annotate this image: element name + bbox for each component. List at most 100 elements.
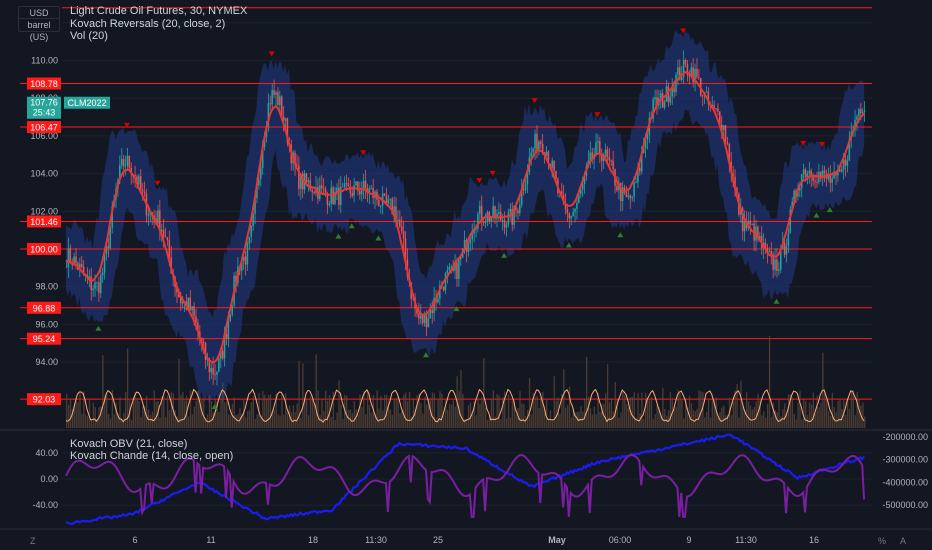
volume-bar	[403, 394, 405, 428]
candle	[513, 206, 515, 225]
volume-bar	[370, 412, 373, 428]
candle	[229, 314, 232, 321]
candle	[479, 205, 481, 214]
volume-bar	[180, 394, 182, 428]
candle	[555, 171, 557, 180]
volume-bar	[784, 403, 786, 428]
volume-bar	[490, 398, 493, 428]
zoom-toggle-button[interactable]: Z	[30, 536, 36, 546]
indicator-legend-kovach-chande[interactable]: Kovach Chande (14, close, open)	[70, 450, 233, 462]
candle	[661, 93, 664, 108]
volume-bar	[498, 395, 500, 428]
candle	[477, 213, 479, 229]
candle	[126, 155, 129, 166]
level-tag-label: 101.46	[30, 217, 58, 227]
volume-bar	[789, 394, 792, 428]
volume-bar	[437, 398, 439, 428]
candle	[221, 350, 224, 359]
volume-bar	[155, 401, 157, 428]
volume-bar	[818, 407, 820, 428]
volume-bar	[307, 415, 310, 428]
volume-bar	[216, 401, 218, 428]
candle	[749, 220, 752, 225]
auto-scale-button[interactable]: A	[900, 536, 907, 546]
volume-bar	[795, 419, 797, 428]
volume-bar	[496, 394, 498, 428]
candle	[336, 187, 338, 193]
candle	[606, 149, 609, 157]
volume-bar	[334, 419, 336, 428]
indicator-legend-kovach-reversals[interactable]: Kovach Reversals (20, close, 2)	[70, 18, 225, 30]
volume-bar	[136, 397, 138, 428]
candle	[258, 178, 260, 186]
volume-bar	[71, 409, 74, 428]
candle	[831, 178, 833, 183]
candle	[642, 148, 645, 154]
candle	[442, 286, 445, 291]
volume-bar	[753, 407, 755, 428]
chande-line	[65, 453, 866, 518]
candle	[715, 108, 717, 109]
volume-bar	[170, 391, 173, 428]
volume-bar	[256, 414, 258, 428]
volume-bar	[732, 401, 734, 428]
candle	[111, 206, 113, 228]
volume-bar	[620, 412, 622, 428]
volume-bar	[677, 389, 679, 428]
candle	[509, 208, 512, 213]
candle	[837, 169, 839, 176]
level-tag: 108.78	[27, 77, 61, 90]
volume-bar	[85, 414, 87, 428]
indicator-legend-vol[interactable]: Vol (20)	[70, 30, 108, 42]
volume-bar	[121, 419, 123, 428]
volume-bar	[686, 407, 689, 428]
candle	[379, 205, 382, 207]
volume-bar	[168, 410, 171, 428]
indicator-legend-kovach-obv[interactable]: Kovach OBV (21, close)	[70, 438, 187, 450]
symbol-legend[interactable]: Light Crude Oil Futures, 30, NYMEX	[70, 5, 247, 17]
candle	[357, 181, 359, 192]
volume-bar	[203, 399, 205, 428]
candle	[858, 109, 860, 117]
candle	[581, 183, 584, 190]
candle	[75, 256, 77, 263]
candle	[711, 104, 713, 107]
candle	[120, 159, 123, 166]
level-tag-label: 92.03	[33, 395, 56, 405]
measure-unit-button[interactable]: barrel (US)	[18, 18, 60, 42]
candle	[616, 186, 618, 191]
volume-bar	[464, 418, 466, 428]
obv-line	[65, 433, 866, 525]
reversal-marker-down	[800, 140, 807, 146]
candle	[568, 213, 571, 219]
candle	[301, 173, 304, 190]
volume-bar	[608, 402, 611, 428]
candle	[96, 282, 98, 284]
candle	[816, 181, 818, 183]
volume-bar	[768, 336, 771, 428]
candle	[595, 142, 597, 155]
candle	[223, 334, 226, 359]
volume-bar	[858, 399, 860, 428]
time-tick-label: 06:00	[609, 535, 632, 545]
candle	[179, 297, 182, 304]
volume-bar	[707, 398, 710, 428]
candle	[791, 201, 793, 210]
volume-bar	[239, 408, 241, 428]
volume-bar	[742, 405, 744, 428]
log-scale-button[interactable]: %	[878, 536, 887, 546]
price-tick-label: 94.00	[35, 357, 58, 367]
volume-bar	[86, 416, 89, 428]
level-tag-label: 108.78	[30, 79, 58, 89]
volume-bar	[692, 409, 694, 428]
candle	[517, 210, 519, 214]
volume-bar	[115, 402, 117, 428]
volume-bar	[431, 392, 434, 428]
volume-bar	[102, 355, 104, 428]
volume-bar	[559, 413, 561, 428]
reversal-marker-up	[348, 223, 355, 229]
candle	[364, 180, 367, 189]
candle	[863, 110, 866, 112]
candle	[446, 270, 449, 274]
